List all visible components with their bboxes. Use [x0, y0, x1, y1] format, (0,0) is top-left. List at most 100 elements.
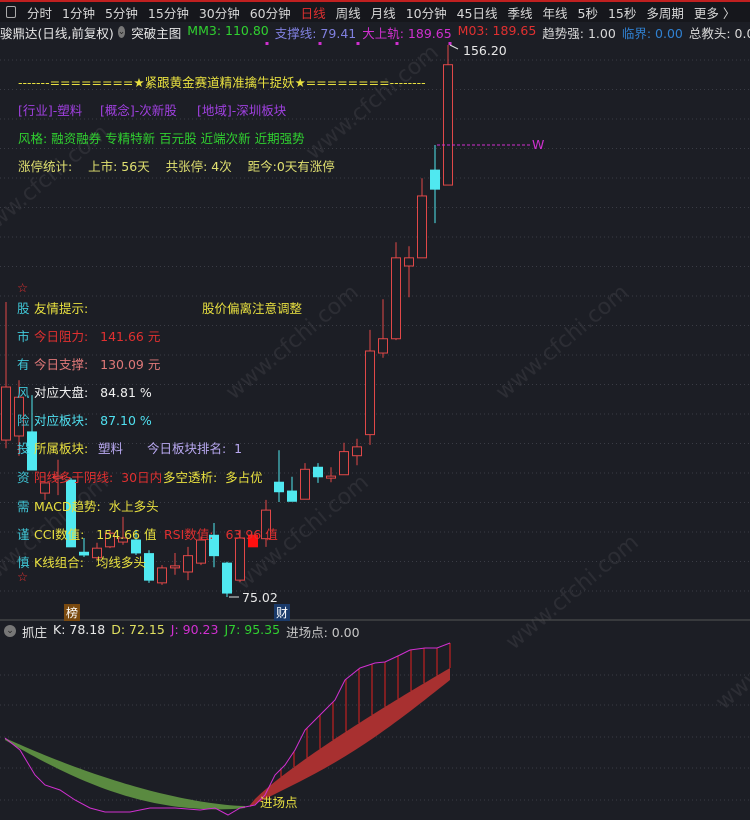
period-tab[interactable]: 1分钟 [62, 5, 95, 21]
chevron-down-icon[interactable]: ⌄ [117, 26, 126, 38]
indicator-value: 总教头: 0.00 [688, 25, 750, 41]
period-tab[interactable]: 5分钟 [104, 5, 138, 21]
industry-tag: [行业]-塑料 [18, 103, 83, 118]
side-char: 谨 [17, 527, 30, 542]
period-tab[interactable]: 日线 [300, 5, 326, 21]
side-char: 险 [17, 413, 30, 428]
candle-body [365, 350, 375, 436]
green-band [5, 738, 245, 810]
region-tag: [地域]-深圳板块 [197, 103, 287, 118]
side-char: 股 [17, 301, 30, 316]
star-bottom-icon: ☆ [17, 569, 29, 584]
candle-body [105, 532, 115, 548]
style-tags: 风格: 融资融券 专精特新 百元股 近端次新 近期强势 [18, 131, 305, 146]
entry-point-label: 进场点 [260, 795, 298, 810]
side-char: 市 [17, 329, 30, 344]
concept-tag: [概念]-次新股 [100, 103, 177, 118]
sub-indicator-name[interactable]: 抓庄 [22, 624, 48, 640]
side-char: 资 [17, 470, 30, 485]
star-top-icon: ☆ [17, 280, 29, 295]
indicator-name[interactable]: 突破主图 [131, 25, 182, 41]
high-price-label: 156.20 [463, 43, 507, 58]
candle-body [196, 539, 206, 564]
sub-indicator-value: K: 78.18 [53, 622, 106, 637]
marker-dot [356, 42, 360, 45]
marker-dot [318, 42, 322, 45]
candle-body [40, 482, 50, 494]
bang-badge[interactable]: 榜 [64, 604, 81, 621]
sector-label: 所属板块: [34, 441, 89, 456]
chevron-down-icon[interactable]: ⌄ [4, 625, 16, 637]
sub-indicator-value: J7: 95.35 [224, 622, 281, 637]
candle-body [66, 479, 76, 548]
side-char: 需 [17, 499, 30, 514]
banner-text: -------========★紧跟黄金赛道精准擒牛捉妖★========---… [18, 75, 426, 90]
period-tab[interactable]: 45日线 [456, 5, 498, 21]
tip-value: 股价偏离注意调整 [202, 301, 303, 316]
indicator-value: M03: 189.65 [457, 23, 537, 38]
candle-body [183, 555, 193, 573]
candle-body [14, 396, 24, 437]
candle-body [1, 386, 11, 441]
period-tab[interactable]: 更多 〉 [693, 5, 736, 21]
candle-body [443, 64, 453, 186]
candle-body [144, 553, 154, 581]
sub-indicator-row: ⌄ 抓庄 K: 78.18 D: 72.15 J: 90.23 J7: 95.35 进场… [0, 622, 750, 640]
rsi-text: RSI数值: 63.96 值 [164, 527, 278, 542]
period-tab[interactable]: 季线 [507, 5, 533, 21]
indicator-value: 支撑线: 79.41 [274, 25, 357, 41]
period-tab[interactable]: 5秒 [577, 5, 598, 21]
period-tab[interactable]: 15分钟 [147, 5, 189, 21]
long-short-text: 多空透析: 多占优 [163, 470, 263, 485]
candle-body [352, 446, 362, 457]
candle-body [118, 537, 128, 543]
sub-indicator-value: D: 72.15 [111, 622, 165, 637]
high-arrow [449, 44, 459, 50]
tip-label: 友情提示: [34, 301, 89, 316]
marker-dot [395, 42, 399, 45]
limit-stats: 涨停统计: 上市: 56天 共张停: 4次 距今:0天有涨停 [18, 159, 335, 174]
side-char: 风 [17, 385, 30, 400]
period-tab[interactable]: 15秒 [607, 5, 637, 21]
panel-toggle-icon[interactable] [6, 6, 16, 18]
indicator-info-row: 骏鼎达(日线,前复权) ⌄ 突破主图 MM3: 110.80 支撑线: 79.41… [0, 23, 750, 41]
candle-body [274, 481, 284, 493]
candle-body [404, 257, 414, 267]
candle-body [27, 431, 37, 471]
sector-rank: 今日板块排名: 1 [147, 441, 243, 456]
period-tab[interactable]: 月线 [370, 5, 396, 21]
candle-body [248, 534, 258, 548]
period-tab[interactable]: 30分钟 [198, 5, 240, 21]
period-tab[interactable]: 年线 [542, 5, 568, 21]
sub-indicator-value: J: 90.23 [170, 622, 219, 637]
marker-dot [448, 42, 452, 45]
j-line [4, 642, 451, 816]
candle-body [417, 195, 427, 259]
resistance-text: 今日阻力: 141.66 元 [34, 329, 161, 344]
candle-body [209, 534, 219, 557]
cci-text: CCI数值: 154.66 值 [34, 527, 157, 542]
stock-title: 骏鼎达(日线,前复权) [0, 25, 114, 41]
indicator-value: 临界: 0.00 [621, 25, 683, 41]
candle-body [131, 539, 141, 554]
sub-indicator-value: 进场点: 0.00 [286, 624, 360, 640]
indicator-value: 趋势强: 1.00 [542, 25, 616, 41]
period-tab[interactable]: 分时 [27, 5, 53, 21]
w-marker: W [532, 137, 545, 152]
macd-text: MACD趋势: 水上多头 [34, 499, 159, 514]
candle-body [170, 565, 180, 569]
period-tab[interactable]: 多周期 [646, 5, 684, 21]
candle-body [378, 338, 388, 354]
candle-body [157, 567, 167, 584]
cai-badge[interactable]: 财 [274, 604, 291, 621]
period-tab[interactable]: 周线 [335, 5, 361, 21]
candle-body [313, 466, 323, 478]
candle-body [326, 475, 336, 479]
period-tab[interactable]: 60分钟 [249, 5, 291, 21]
sector-corr-text: 对应板块: 87.10 % [34, 413, 152, 428]
period-tab[interactable]: 10分钟 [405, 5, 447, 21]
low-price-label: 75.02 [242, 590, 278, 605]
candle-body [287, 490, 297, 502]
indicator-value: MM3: 110.80 [187, 23, 269, 38]
